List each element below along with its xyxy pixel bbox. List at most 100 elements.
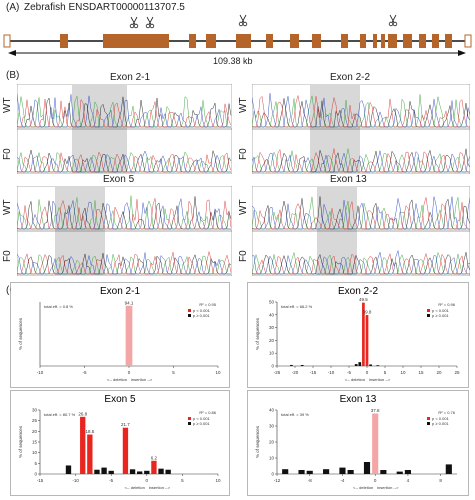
chart-title: Exon 2-2 (338, 286, 378, 297)
r-squared: R² = 0.86 (199, 410, 216, 415)
legend-swatch-significant (427, 417, 430, 420)
indel-bar (94, 469, 100, 474)
legend-swatch-nonsignificant (188, 314, 191, 317)
indel-bar (376, 365, 380, 366)
x-tick-label: -8 (308, 478, 312, 483)
indel-bar (125, 305, 133, 366)
trace-title: Exon 2-2 (330, 72, 371, 83)
y-tick-label: 25 (32, 418, 38, 423)
total-efficiency: total eff. = 66.2 % (281, 304, 313, 309)
bar-value-label: 26.8 (78, 411, 87, 416)
exon-block (290, 34, 299, 48)
scale-label: 109.38 kb (213, 56, 253, 66)
chromatogram-exon-13 (252, 186, 470, 276)
chromatogram-exon-2-2 (252, 84, 470, 174)
indel-bar (404, 470, 411, 474)
indel-bar (362, 302, 365, 366)
exon-block (419, 34, 426, 48)
y-tick-label: 50 (269, 300, 275, 305)
chart-frame (10, 282, 230, 388)
trace-title: Exon 5 (103, 174, 135, 185)
indel-bar (101, 467, 107, 474)
y-tick-label: 40 (269, 408, 275, 413)
legend-swatch-significant (188, 309, 191, 312)
trace-line (17, 149, 232, 173)
indel-bar (282, 469, 289, 474)
x-caption-insertion: insertion --> (131, 377, 153, 382)
chart-title: Exon 13 (340, 394, 377, 405)
bar-value-label: 6.2 (151, 455, 158, 460)
total-efficiency: total eff. = 39 % (281, 412, 309, 417)
legend-label-nonsignificant: p ≥ 0.001 (432, 421, 449, 426)
arrow-left-icon (8, 50, 16, 56)
trace-row-label: F0 (238, 148, 249, 160)
exon-block (360, 34, 366, 48)
exon-block (266, 34, 273, 48)
scissors-icon (388, 14, 398, 27)
legend-swatch-nonsignificant (427, 314, 430, 317)
trace-line (252, 148, 470, 173)
trace-row-label: WT (238, 199, 249, 215)
x-tick-label: -10 (328, 370, 335, 375)
indel-bar (122, 427, 129, 474)
x-tick-label: 10 (215, 478, 221, 483)
chart-frame (10, 390, 230, 496)
x-tick-label: 5 (172, 370, 175, 375)
y-tick-label: 10 (269, 351, 275, 356)
x-tick-label: 15 (418, 370, 424, 375)
trace-line (17, 151, 232, 173)
y-axis-label: % of sequences (255, 425, 260, 458)
histogram-exon-13: Exon 13 -12 -8 -4 0 4 8 0 10 20 30 40 % of sequences… (247, 390, 469, 496)
x-tick-label: -5 (82, 370, 86, 375)
exon-block (388, 34, 397, 48)
indel-bar (158, 468, 164, 474)
trace-line (252, 196, 470, 230)
trace-line (252, 98, 470, 128)
exon-block (381, 34, 385, 48)
y-axis-label: % of sequences (18, 317, 23, 350)
y-tick-label: 0 (271, 364, 274, 369)
indel-bar (363, 462, 371, 474)
indel-bar (347, 470, 354, 474)
bar-value-label: 49.5 (359, 297, 368, 302)
bar-value-label: 39.8 (363, 310, 372, 315)
exon-block (103, 34, 169, 48)
legend-label-nonsignificant: p ≥ 0.001 (432, 313, 449, 318)
y-tick-label: 10 (269, 456, 275, 461)
legend-swatch-significant (188, 417, 191, 420)
legend-label-significant: p < 0.001 (432, 416, 450, 421)
x-tick-label: 25 (454, 370, 460, 375)
sequencing-trace (252, 196, 470, 275)
x-tick-label: 0 (366, 370, 369, 375)
y-tick-label: 20 (269, 440, 275, 445)
x-tick-label: -4 (340, 478, 344, 483)
panel-b-label: (B) (6, 70, 20, 81)
y-tick-label: 30 (269, 424, 275, 429)
exon-block (189, 34, 196, 48)
indel-bar (358, 362, 362, 366)
indel-bar (323, 469, 330, 474)
x-caption-deletion: <-- deletion (107, 377, 127, 382)
trace-line (252, 252, 470, 275)
x-tick-label: 0 (146, 478, 149, 483)
trace-row-label: F0 (2, 148, 13, 160)
x-caption-deletion: <-- deletion (353, 485, 373, 490)
x-tick-label: -15 (310, 370, 317, 375)
trace-line (17, 196, 232, 230)
indel-bar (144, 470, 150, 474)
x-tick-label: -5 (109, 478, 113, 483)
trace-row-label: WT (238, 97, 249, 113)
chromatogram-exon-2-1 (17, 84, 232, 174)
y-axis-label: % of sequences (255, 317, 260, 350)
legend-label-significant: p < 0.001 (193, 308, 211, 313)
x-tick-label: -20 (292, 370, 299, 375)
y-tick-label: 0 (34, 472, 37, 477)
indel-bar (108, 470, 114, 474)
chart-title: Exon 5 (104, 394, 136, 405)
exon-block (236, 34, 251, 48)
trace-line (17, 251, 232, 275)
chromatogram-exon-5 (17, 186, 232, 276)
trace-line (17, 198, 232, 230)
trace-line (252, 196, 470, 230)
